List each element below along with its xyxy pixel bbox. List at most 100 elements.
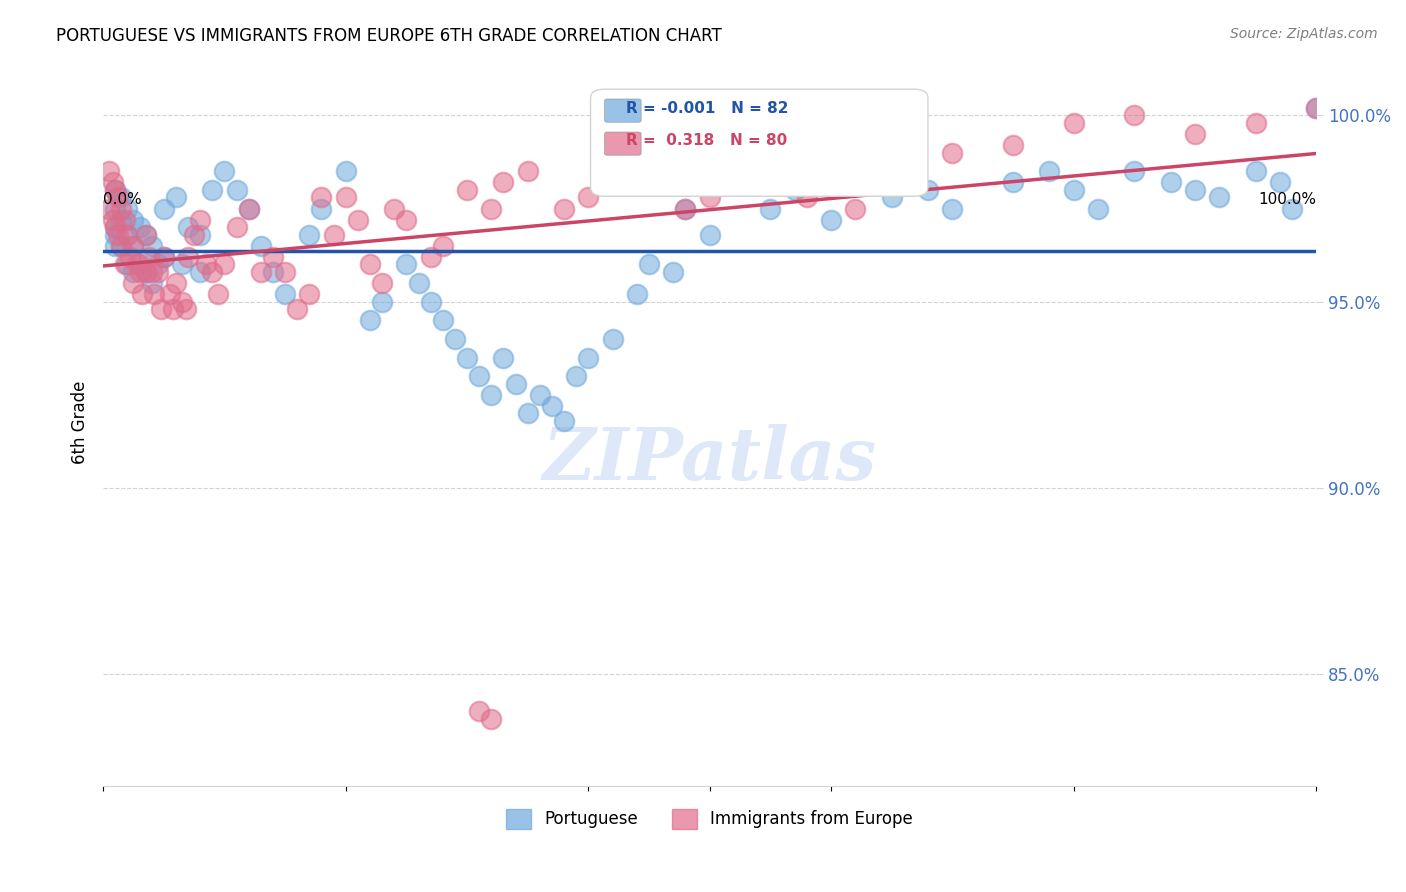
Point — [359, 313, 381, 327]
Point — [110, 202, 132, 216]
Point — [214, 257, 236, 271]
Point — [1123, 108, 1146, 122]
Point — [844, 202, 866, 216]
Point — [1268, 176, 1291, 190]
Point — [104, 239, 127, 253]
Point — [1063, 116, 1085, 130]
Point — [128, 220, 150, 235]
Point — [699, 190, 721, 204]
Point — [298, 287, 321, 301]
Point — [529, 388, 551, 402]
Point — [1001, 176, 1024, 190]
Point — [1160, 176, 1182, 190]
Point — [347, 212, 370, 227]
Point — [492, 351, 515, 365]
Point — [395, 257, 418, 271]
Point — [576, 351, 599, 365]
Point — [468, 369, 491, 384]
Point — [322, 227, 344, 242]
Text: 0.0%: 0.0% — [103, 193, 142, 208]
Point — [101, 176, 124, 190]
Point — [128, 265, 150, 279]
Point — [673, 202, 696, 216]
Point — [177, 220, 200, 235]
Point — [127, 257, 149, 271]
Point — [941, 202, 963, 216]
Point — [122, 265, 145, 279]
Point — [917, 183, 939, 197]
Point — [135, 227, 157, 242]
Point — [250, 239, 273, 253]
Point — [1208, 190, 1230, 204]
Point — [104, 227, 127, 242]
Point — [759, 153, 782, 168]
Point — [114, 212, 136, 227]
Point — [165, 276, 187, 290]
Point — [174, 302, 197, 317]
Point — [638, 164, 661, 178]
Point — [141, 265, 163, 279]
Text: 100.0%: 100.0% — [1258, 193, 1316, 208]
Point — [152, 250, 174, 264]
Point — [311, 190, 333, 204]
Point — [759, 202, 782, 216]
Point — [104, 183, 127, 197]
Point — [104, 183, 127, 197]
Text: PORTUGUESE VS IMMIGRANTS FROM EUROPE 6TH GRADE CORRELATION CHART: PORTUGUESE VS IMMIGRANTS FROM EUROPE 6TH… — [56, 27, 723, 45]
Point — [723, 176, 745, 190]
Point — [110, 190, 132, 204]
Point — [104, 220, 127, 235]
Point — [1184, 183, 1206, 197]
Point — [382, 202, 405, 216]
Point — [214, 164, 236, 178]
Point — [408, 276, 430, 290]
Point — [117, 257, 139, 271]
Point — [662, 265, 685, 279]
Point — [444, 332, 467, 346]
Point — [131, 287, 153, 301]
Point — [114, 257, 136, 271]
Point — [492, 176, 515, 190]
Point — [188, 212, 211, 227]
Point — [1305, 101, 1327, 115]
Point — [516, 164, 538, 178]
Point — [432, 313, 454, 327]
Point — [98, 164, 121, 178]
Point — [122, 212, 145, 227]
Point — [1244, 164, 1267, 178]
Point — [143, 287, 166, 301]
Point — [456, 351, 478, 365]
Point — [135, 265, 157, 279]
Point — [602, 176, 624, 190]
Point — [820, 212, 842, 227]
Point — [699, 227, 721, 242]
Point — [673, 202, 696, 216]
Point — [1123, 164, 1146, 178]
Point — [1001, 138, 1024, 153]
Point — [1063, 183, 1085, 197]
Point — [638, 257, 661, 271]
Point — [207, 287, 229, 301]
Point — [141, 276, 163, 290]
Point — [225, 183, 247, 197]
Point — [135, 265, 157, 279]
Point — [262, 265, 284, 279]
Point — [122, 239, 145, 253]
Point — [419, 250, 441, 264]
Point — [110, 239, 132, 253]
Point — [479, 712, 502, 726]
Point — [1184, 127, 1206, 141]
Point — [820, 164, 842, 178]
Point — [941, 145, 963, 160]
Point — [285, 302, 308, 317]
Point — [565, 369, 588, 384]
Point — [170, 257, 193, 271]
Point — [225, 220, 247, 235]
Point — [117, 227, 139, 242]
Point — [128, 257, 150, 271]
Point — [262, 250, 284, 264]
Point — [107, 227, 129, 242]
Point — [195, 257, 218, 271]
Point — [101, 212, 124, 227]
Point — [110, 239, 132, 253]
